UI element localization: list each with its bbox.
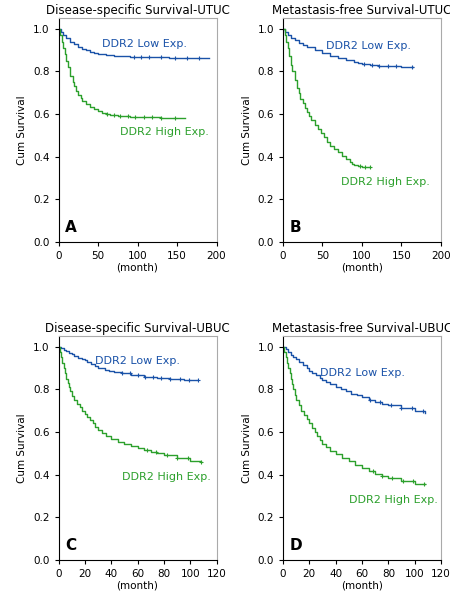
Text: DDR2 Low Exp.: DDR2 Low Exp. [95, 356, 180, 365]
Text: C: C [65, 538, 76, 553]
Y-axis label: Cum Survival: Cum Survival [18, 413, 27, 483]
Y-axis label: Cum Survival: Cum Survival [18, 95, 27, 165]
Text: DDR2 Low Exp.: DDR2 Low Exp. [320, 368, 405, 379]
Y-axis label: Cum Survival: Cum Survival [242, 413, 252, 483]
Title: Metastasis-free Survival-UTUC: Metastasis-free Survival-UTUC [272, 4, 450, 17]
X-axis label: (month): (month) [341, 580, 383, 591]
Title: Metastasis-free Survival-UBUC: Metastasis-free Survival-UBUC [272, 322, 450, 335]
X-axis label: (month): (month) [341, 262, 383, 272]
Text: D: D [289, 538, 302, 553]
X-axis label: (month): (month) [117, 580, 158, 591]
Text: DDR2 High Exp.: DDR2 High Exp. [120, 128, 209, 137]
Title: Disease-specific Survival-UBUC: Disease-specific Survival-UBUC [45, 322, 230, 335]
Text: DDR2 High Exp.: DDR2 High Exp. [122, 472, 211, 482]
Text: DDR2 High Exp.: DDR2 High Exp. [341, 178, 429, 187]
Text: DDR2 High Exp.: DDR2 High Exp. [349, 495, 438, 505]
Text: DDR2 Low Exp.: DDR2 Low Exp. [102, 39, 187, 49]
Text: B: B [289, 220, 301, 235]
Text: DDR2 Low Exp.: DDR2 Low Exp. [326, 41, 411, 51]
Y-axis label: Cum Survival: Cum Survival [242, 95, 252, 165]
X-axis label: (month): (month) [117, 262, 158, 272]
Text: A: A [65, 220, 76, 235]
Title: Disease-specific Survival-UTUC: Disease-specific Survival-UTUC [45, 4, 230, 17]
